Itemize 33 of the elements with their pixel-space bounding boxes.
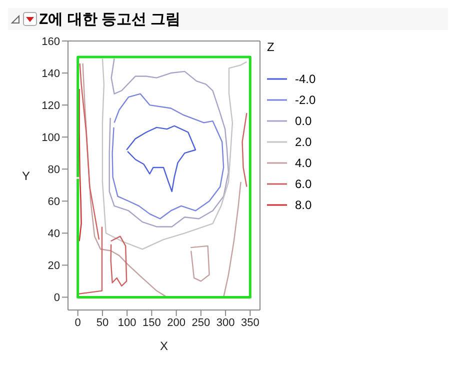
x-tick-label: 150 (142, 316, 161, 329)
legend-label: 8.0 (295, 198, 312, 212)
x-tick-label: 0 (74, 316, 81, 329)
y-tick-label: 20 (48, 260, 60, 272)
legend-label: 6.0 (295, 176, 312, 190)
x-tick-label: 300 (216, 316, 235, 329)
legend-label: -4.0 (295, 72, 316, 86)
y-tick-label: 120 (42, 100, 60, 112)
x-tick-label: 350 (240, 316, 260, 329)
x-tick-label: 200 (167, 316, 186, 329)
y-tick-label: 40 (48, 228, 60, 240)
y-axis-title: Y (22, 168, 30, 183)
line-series (126, 125, 196, 192)
y-tick-label: 0 (54, 292, 60, 304)
legend-label: 2.0 (295, 134, 312, 148)
y-tick-label: 140 (42, 68, 60, 80)
legend-label: 0.0 (295, 114, 312, 128)
line-series (108, 58, 230, 228)
line-series (102, 58, 248, 250)
x-tick-label: 250 (192, 316, 210, 329)
x-axis-title: X (160, 339, 168, 353)
legend-title: Z (267, 40, 276, 54)
x-tick-label: 50 (96, 316, 109, 329)
line-series (112, 93, 224, 220)
y-tick-label: 60 (48, 196, 60, 208)
y-tick-label: 160 (42, 36, 60, 48)
line-series (78, 88, 82, 242)
legend-label: 4.0 (295, 156, 312, 170)
x-tick-label: 100 (118, 316, 136, 329)
chart-title: Z에 대한 등고선 그림 (39, 10, 181, 28)
y-tick-label: 80 (48, 164, 60, 176)
y-tick-label: 100 (42, 132, 60, 144)
legend-label: -2.0 (295, 92, 316, 106)
